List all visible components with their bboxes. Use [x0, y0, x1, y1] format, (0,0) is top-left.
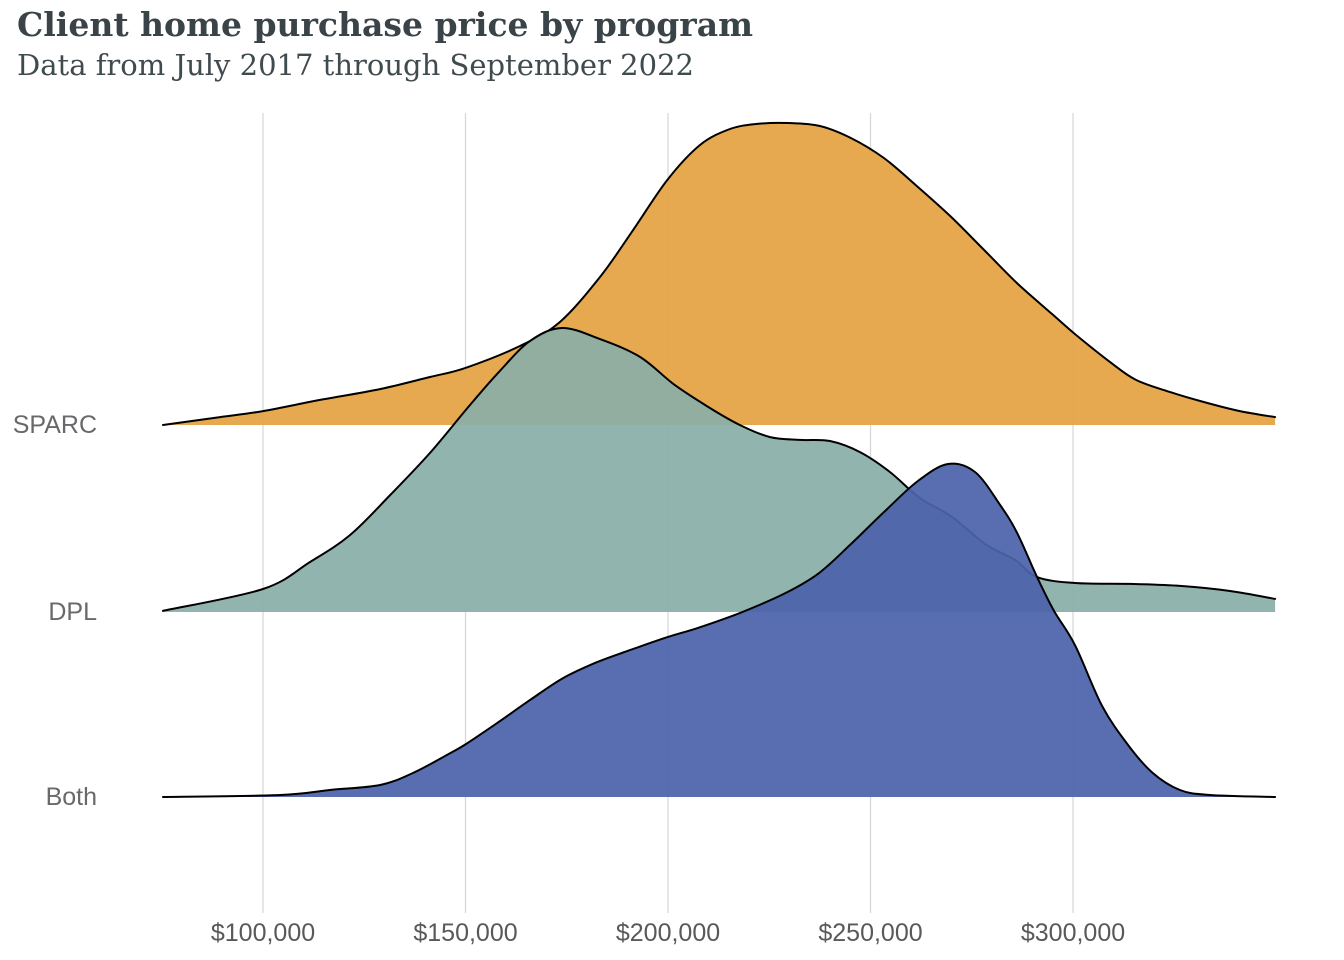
x-tick-label-100000: $100,000 [211, 919, 315, 947]
title-block: Client home purchase price by program Da… [17, 4, 753, 85]
density-curve-sparc [161, 121, 1277, 426]
chart-title: Client home purchase price by program [17, 5, 753, 44]
density-area-both [162, 463, 1276, 797]
x-tick-label-250000: $250,000 [818, 919, 922, 947]
x-tick-label-300000: $300,000 [1021, 919, 1125, 947]
density-area-dpl [162, 327, 1276, 612]
x-tick-label-200000: $200,000 [616, 919, 720, 947]
row-label-sparc: SPARC [13, 411, 97, 439]
density-area-sparc [162, 122, 1276, 426]
row-label-dpl: DPL [48, 598, 97, 626]
chart-subtitle: Data from July 2017 through September 20… [17, 48, 694, 83]
row-label-both: Both [46, 783, 97, 811]
density-curve-both [161, 462, 1277, 798]
x-tick-label-150000: $150,000 [413, 919, 517, 947]
